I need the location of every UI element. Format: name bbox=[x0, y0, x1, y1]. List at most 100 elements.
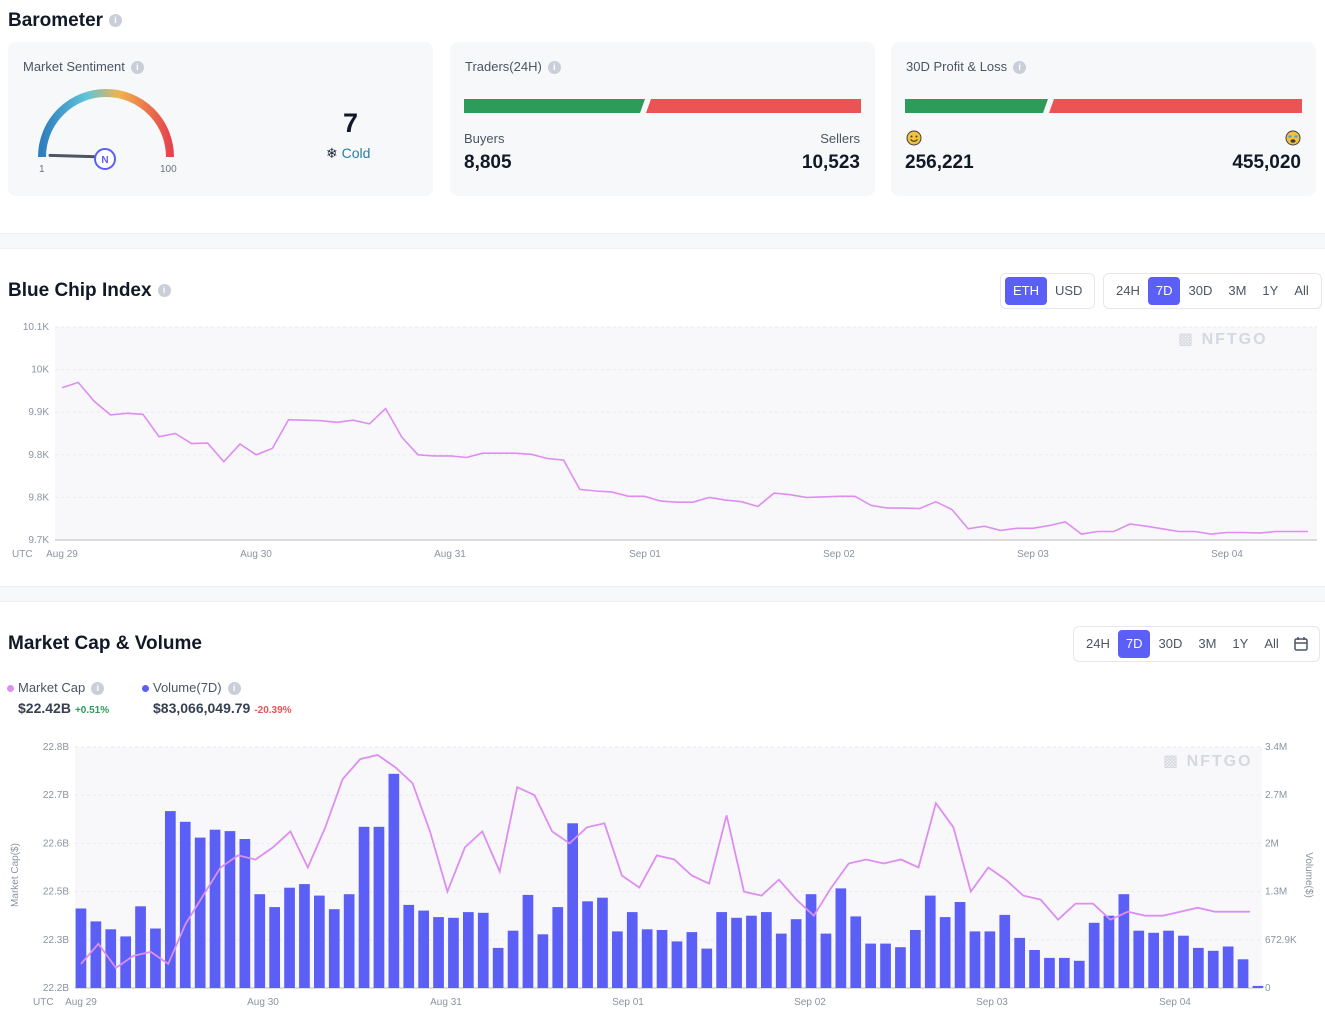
legend-dot bbox=[142, 685, 149, 693]
tab-1y[interactable]: 1Y bbox=[1232, 636, 1249, 651]
nftgo-watermark-icon: ▩ bbox=[1178, 331, 1202, 348]
y-right-tick-label: 672.9K bbox=[1265, 935, 1297, 946]
tab-usd[interactable]: USD bbox=[1055, 283, 1083, 298]
sellers-bar bbox=[646, 99, 861, 113]
section-divider bbox=[0, 586, 1325, 602]
volume-bar bbox=[224, 831, 236, 988]
y-left-tick-label: 22.7B bbox=[43, 790, 69, 801]
y-right-tick-label: 0 bbox=[1265, 983, 1271, 994]
info-icon[interactable]: i bbox=[109, 14, 123, 28]
cap-value-text: $22.42B bbox=[18, 700, 71, 716]
tab-7d[interactable]: 7D bbox=[1147, 277, 1181, 305]
volume-bar bbox=[150, 928, 161, 988]
tab-30d[interactable]: 30D bbox=[1158, 636, 1183, 651]
loss-count: 455,020 bbox=[1232, 152, 1301, 173]
x-tick-label: Sep 02 bbox=[794, 997, 826, 1008]
volume-bar bbox=[194, 837, 206, 988]
volume-bar bbox=[731, 917, 742, 988]
volume-bar bbox=[805, 894, 817, 988]
volume-bar bbox=[597, 897, 608, 988]
legend-vol-label: Volume(7D) bbox=[153, 680, 222, 695]
tab-3m[interactable]: 3M bbox=[1228, 283, 1247, 298]
volume-value: $83,066,049.79 -20.39% bbox=[153, 700, 292, 716]
sentiment-value: 7 bbox=[343, 108, 359, 138]
volume-bar bbox=[1237, 959, 1249, 988]
plot-area bbox=[75, 747, 1262, 988]
volume-bar bbox=[269, 907, 280, 988]
info-icon[interactable]: i bbox=[91, 682, 105, 696]
volume-bar bbox=[582, 901, 593, 988]
currency-toggle: ETH USD bbox=[1000, 273, 1096, 309]
volume-bar bbox=[448, 917, 459, 988]
volume-bar bbox=[433, 917, 444, 988]
calendar-icon[interactable] bbox=[1287, 630, 1315, 658]
legend-market-cap[interactable]: Market Cap i bbox=[7, 680, 105, 696]
x-tick-label: Sep 04 bbox=[1211, 549, 1243, 560]
vol-value-text: $83,066,049.79 bbox=[153, 700, 251, 716]
volume-bar bbox=[612, 931, 623, 988]
tab-all[interactable]: All bbox=[1294, 283, 1309, 298]
volume-bar bbox=[522, 894, 534, 988]
market-cap-volume-chart: 22.8B 3.4M 22.7B 2.7M 22.6B 2M 22.5B 1.3M 22.3B 6… bbox=[10, 742, 1314, 1008]
cap-change: +0.51% bbox=[74, 705, 110, 716]
volume-bar bbox=[880, 943, 891, 988]
snowflake-icon: ❄ bbox=[326, 145, 338, 161]
x-timezone-label: UTC bbox=[33, 997, 54, 1008]
info-icon[interactable]: i bbox=[227, 682, 241, 696]
volume-bar bbox=[746, 915, 757, 988]
y-left-tick-label: 22.3B bbox=[43, 935, 69, 946]
volume-bar bbox=[284, 887, 295, 988]
gauge-max-label: 100 bbox=[160, 164, 177, 175]
tab-all[interactable]: All bbox=[1264, 636, 1279, 651]
info-icon[interactable]: i bbox=[157, 284, 171, 298]
volume-bar bbox=[1222, 946, 1234, 988]
blue-chip-title: Blue Chip Index i bbox=[8, 280, 171, 302]
volume-bar bbox=[328, 909, 340, 988]
volume-bar bbox=[924, 895, 936, 988]
gauge-min-label: 1 bbox=[39, 164, 45, 175]
info-icon[interactable]: i bbox=[130, 61, 144, 75]
volume-bar bbox=[1193, 947, 1204, 988]
volume-bar bbox=[656, 930, 668, 988]
tab-3m[interactable]: 3M bbox=[1198, 636, 1217, 651]
market-cap-value: $22.42B +0.51% bbox=[18, 700, 109, 716]
tab-7d[interactable]: 7D bbox=[1117, 630, 1151, 658]
chart-watermark: ▩ NFTGO bbox=[1163, 751, 1253, 771]
info-icon[interactable]: i bbox=[1013, 61, 1027, 75]
volume-bar bbox=[954, 902, 966, 988]
nftgo-logo-glyph: N bbox=[101, 155, 108, 166]
blue-chip-chart: 10.1K 10K 9.9K 9.8K 9.8K 9.7K UTC Aug 29 Aug 30 A… bbox=[12, 322, 1317, 560]
y-left-tick-label: 22.2B bbox=[43, 983, 69, 994]
y-right-tick-label: 1.3M bbox=[1265, 887, 1287, 898]
volume-bar bbox=[179, 821, 191, 988]
volume-bar bbox=[537, 934, 549, 988]
y-right-tick-label: 2M bbox=[1265, 838, 1279, 849]
y-tick-label: 10.1K bbox=[23, 322, 49, 333]
volume-bar bbox=[1118, 894, 1130, 988]
tab-24h[interactable]: 24H bbox=[1086, 636, 1110, 651]
tab-1y[interactable]: 1Y bbox=[1262, 283, 1279, 298]
info-icon[interactable]: i bbox=[547, 61, 561, 75]
volume-bar bbox=[507, 930, 519, 988]
tab-30d[interactable]: 30D bbox=[1188, 283, 1213, 298]
gauge-arc bbox=[38, 89, 174, 158]
sellers-count: 10,523 bbox=[801, 152, 860, 173]
tab-24h[interactable]: 24H bbox=[1116, 283, 1140, 298]
watermark-text: NFTGO bbox=[1201, 331, 1268, 348]
x-tick-label: Sep 03 bbox=[1017, 549, 1049, 560]
volume-bar bbox=[775, 933, 787, 988]
volume-bar bbox=[388, 773, 400, 988]
tab-eth[interactable]: ETH bbox=[1005, 277, 1047, 305]
sellers-label: Sellers bbox=[820, 131, 860, 146]
volume-bar bbox=[895, 947, 906, 988]
volume-bar bbox=[165, 811, 176, 988]
volume-bar bbox=[1178, 935, 1189, 988]
x-tick-label: Aug 29 bbox=[46, 549, 78, 560]
buyers-bar bbox=[464, 99, 645, 113]
volume-bar bbox=[135, 906, 146, 988]
x-tick-label: Sep 03 bbox=[976, 997, 1008, 1008]
loss-bar bbox=[1049, 99, 1302, 113]
market-cap-range-toggle: 24H 7D 30D 3M 1Y All bbox=[1073, 626, 1320, 662]
volume-bar bbox=[1044, 957, 1055, 988]
legend-volume[interactable]: Volume(7D) i bbox=[142, 680, 241, 696]
